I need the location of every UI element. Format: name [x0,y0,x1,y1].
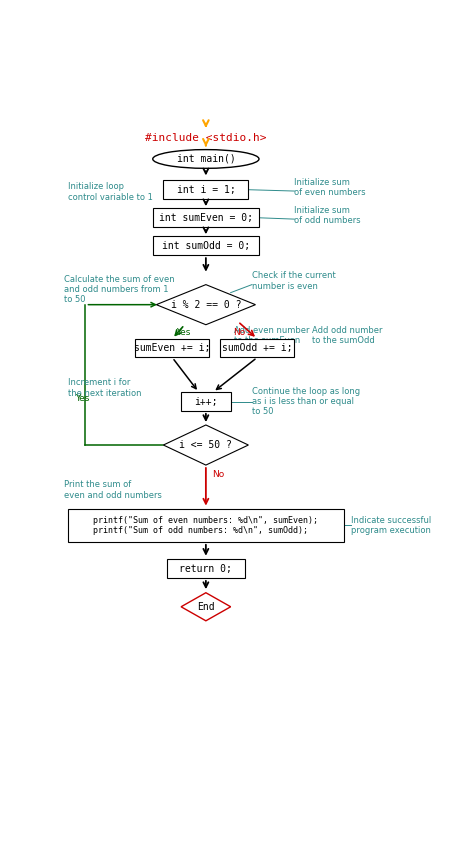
Bar [164,181,249,199]
Polygon shape [181,593,231,621]
Bar [167,559,245,578]
Text: int main(): int main() [176,154,235,164]
Bar [153,236,259,255]
Polygon shape [164,425,249,465]
Bar [181,392,231,411]
Text: End: End [197,602,215,612]
Text: i % 2 == 0 ?: i % 2 == 0 ? [170,299,241,310]
Text: i++;: i++; [194,397,218,406]
Text: sumEven += i;: sumEven += i; [134,343,210,353]
Text: Print the sum of
even and odd numbers: Print the sum of even and odd numbers [64,481,162,500]
Text: return 0;: return 0; [180,563,232,574]
Text: Initialize sum
of odd numbers: Initialize sum of odd numbers [294,206,361,226]
Polygon shape [156,285,255,325]
Bar [153,208,259,227]
Bar [68,509,344,542]
Text: Calculate the sum of even
and odd numbers from 1
to 50: Calculate the sum of even and odd number… [64,274,175,305]
Ellipse shape [153,149,259,168]
Text: Yes: Yes [75,394,89,403]
Text: Yes: Yes [175,328,190,338]
Text: Initialize loop
control variable to 1: Initialize loop control variable to 1 [68,182,153,201]
Text: printf("Sum of even numbers: %d\n", sumEven);
printf("Sum of odd numbers: %d\n",: printf("Sum of even numbers: %d\n", sumE… [93,516,319,535]
Text: int sumEven = 0;: int sumEven = 0; [159,213,253,223]
Text: Add odd number
to the sumOdd: Add odd number to the sumOdd [312,326,383,345]
Bar [135,339,209,358]
Text: Continue the loop as long
as i is less than or equal
to 50: Continue the loop as long as i is less t… [252,386,360,417]
Text: Indicate successful
program execution: Indicate successful program execution [351,516,431,535]
Text: Check if the current
number is even: Check if the current number is even [252,271,336,291]
Text: sumOdd += i;: sumOdd += i; [222,343,292,353]
Text: Increment i for
the next iteration: Increment i for the next iteration [68,378,141,398]
Text: No: No [212,470,224,479]
Text: Add even number
to the sumEven: Add even number to the sumEven [234,326,310,345]
Text: No: No [234,328,246,338]
Text: i <= 50 ?: i <= 50 ? [180,440,232,450]
Text: #include <stdio.h>: #include <stdio.h> [145,133,266,142]
Bar [220,339,294,358]
Text: int sumOdd = 0;: int sumOdd = 0; [162,240,250,251]
Text: int i = 1;: int i = 1; [176,185,235,194]
Text: Initialize sum
of even numbers: Initialize sum of even numbers [294,178,366,197]
